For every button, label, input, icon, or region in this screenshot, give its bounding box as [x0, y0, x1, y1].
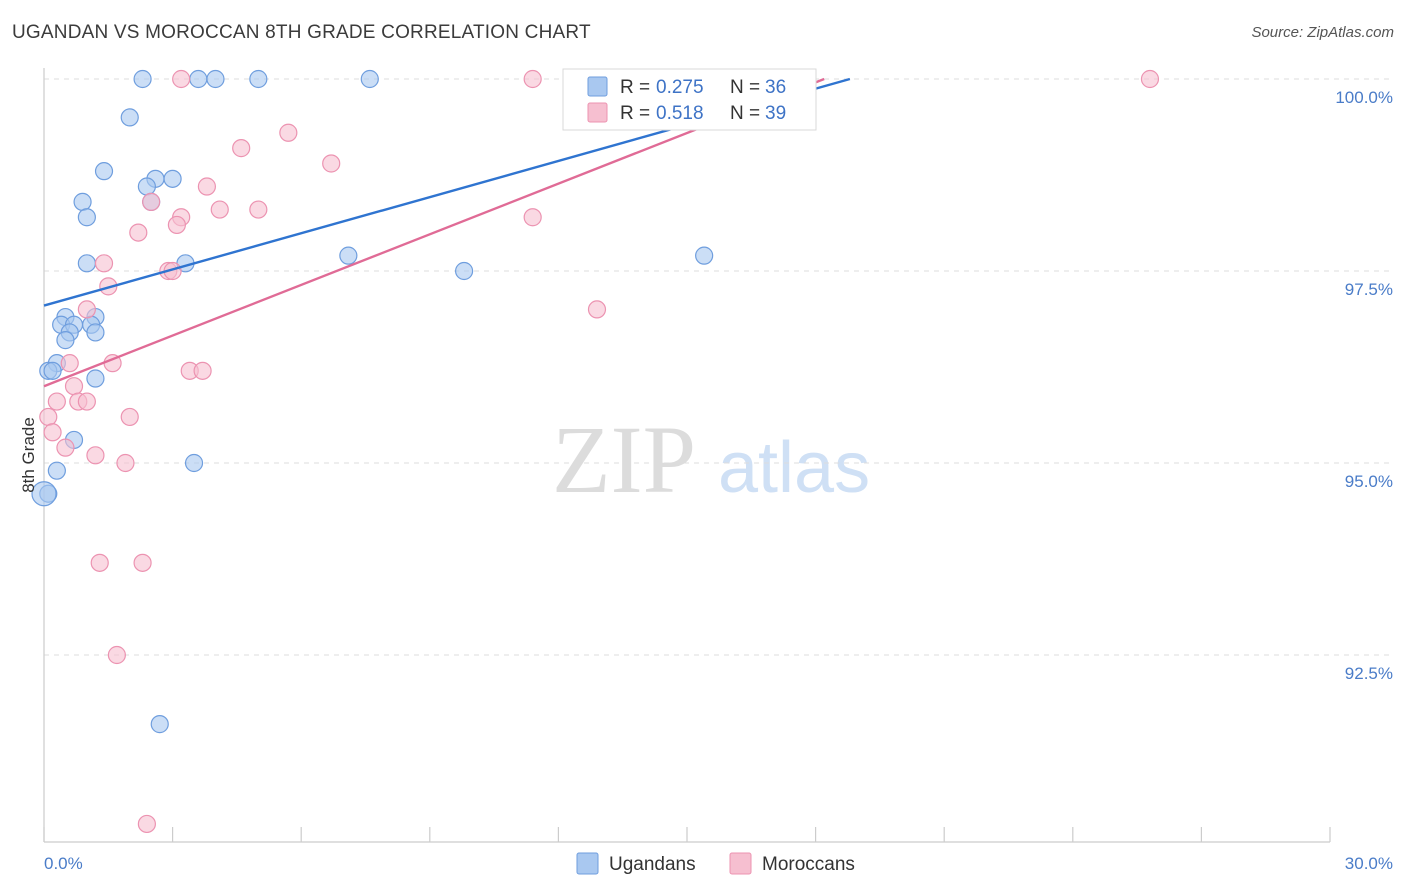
moroccans-point-36 [107, 645, 126, 665]
ugandans-point-5 [120, 108, 139, 127]
legend: R = 0.275 N = 36 R = 0.518 N = 39 [562, 68, 817, 131]
ugandans-point-16 [454, 261, 474, 281]
ugandans-point-35 [43, 361, 62, 380]
bottom-legend-swatch-moroccans [729, 852, 752, 875]
chart-title: UGANDAN VS MOROCCAN 8TH GRADE CORRELATIO… [12, 22, 591, 43]
bottom-legend-ugandans: Ugandans [609, 854, 696, 875]
legend-n-value-ugandans: 36 [765, 77, 786, 98]
ugandans-point-11 [73, 192, 92, 211]
legend-r-value-moroccans: 0.518 [656, 103, 704, 124]
moroccans-point-37 [137, 814, 156, 834]
watermark-atlas: atlas [718, 428, 870, 508]
moroccans-point-29 [39, 407, 58, 427]
y-tick-label-2: 97.5% [1345, 280, 1393, 299]
moroccans-point-10 [249, 200, 268, 219]
legend-r-label-1: R = [620, 77, 650, 98]
ugandans-point-15 [339, 246, 358, 265]
ugandans-point-1 [189, 69, 208, 89]
ugandans-point-8 [163, 169, 182, 188]
ugandans-point-13 [77, 254, 96, 273]
moroccans-point-32 [86, 446, 105, 465]
ugandans-point-2 [206, 69, 225, 89]
moroccans-point-33 [116, 453, 135, 473]
ugandans-point-24 [56, 331, 75, 350]
moroccans-point-0 [172, 69, 191, 89]
moroccans-points [39, 69, 1160, 834]
moroccans-point-15 [94, 254, 114, 273]
axes [43, 68, 1331, 843]
x-tick-label-1: 30.0% [1345, 854, 1393, 873]
moroccans-point-5 [232, 139, 251, 158]
ugandans-point-0 [133, 69, 152, 89]
moroccans-point-19 [587, 300, 607, 319]
tick-labels: 92.5% 95.0% 97.5% 100.0% 0.0% 30.0% [44, 88, 1393, 873]
moroccans-point-7 [197, 177, 216, 196]
moroccans-point-35 [133, 553, 152, 572]
ugandans-point-9 [137, 177, 156, 196]
bottom-legend: Ugandans Moroccans [576, 852, 855, 875]
moroccans-point-1 [523, 69, 542, 89]
ugandans-point-32 [31, 481, 57, 507]
ugandans-point-4 [360, 69, 379, 89]
y-tick-label-1: 95.0% [1345, 472, 1393, 491]
moroccans-point-21 [60, 354, 79, 373]
ugandans-point-17 [695, 246, 714, 265]
y-tick-label-3: 100.0% [1335, 88, 1393, 107]
moroccans-point-24 [193, 361, 212, 380]
y-axis-title: 8th Grade [19, 417, 38, 493]
moroccans-point-6 [322, 154, 341, 173]
grid-lines [44, 78, 1394, 656]
moroccans-point-9 [210, 200, 229, 219]
moroccans-point-12 [523, 208, 542, 227]
moroccans-point-30 [43, 423, 62, 442]
y-tick-label-0: 92.5% [1345, 664, 1393, 683]
ugandans-points [31, 69, 714, 734]
ugandans-point-27 [86, 369, 105, 388]
ugandans-point-6 [94, 162, 114, 181]
source-label: Source: ZipAtlas.com [1251, 24, 1394, 41]
ugandans-point-34 [86, 323, 105, 342]
moroccans-point-27 [47, 392, 66, 411]
watermark-zip: ZIP [552, 406, 696, 513]
bottom-legend-moroccans: Moroccans [762, 854, 855, 875]
legend-n-label-2: N = [730, 103, 760, 124]
moroccans-point-4 [279, 123, 298, 142]
moroccans-point-3 [1140, 69, 1160, 89]
legend-r-value-ugandans: 0.275 [656, 77, 704, 98]
legend-n-value-moroccans: 39 [765, 103, 786, 124]
ugandans-point-3 [249, 69, 268, 89]
moroccans-point-28 [120, 407, 139, 427]
legend-r-label-2: R = [620, 103, 650, 124]
legend-swatch-moroccans [587, 102, 608, 123]
moroccans-point-14 [129, 223, 148, 242]
ugandans-point-12 [77, 208, 96, 227]
moroccans-point-8 [142, 192, 161, 211]
moroccans-point-34 [90, 553, 109, 572]
x-tick-label-0: 0.0% [44, 854, 83, 873]
moroccans-point-38 [77, 392, 96, 411]
ugandans-point-29 [47, 461, 66, 480]
moroccans-point-13 [167, 215, 186, 235]
ugandans-point-33 [150, 715, 169, 734]
moroccans-point-20 [77, 300, 96, 319]
moroccans-point-25 [64, 377, 84, 396]
legend-swatch-ugandans [587, 76, 608, 97]
bottom-legend-swatch-ugandans [576, 852, 599, 875]
ugandans-point-30 [184, 453, 204, 473]
legend-n-label-1: N = [730, 77, 760, 98]
moroccans-point-31 [56, 438, 75, 457]
